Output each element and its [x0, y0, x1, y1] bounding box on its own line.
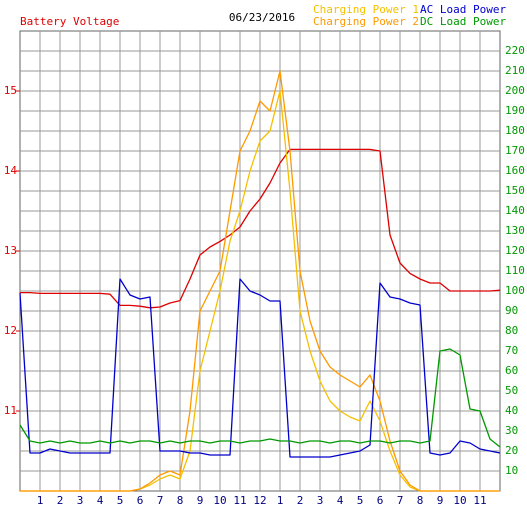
- x-tick-label: 4: [97, 494, 104, 507]
- y2-tick-label: 90: [505, 304, 518, 317]
- y2-tick-label: 210: [505, 64, 525, 77]
- x-tick-label: 2: [57, 494, 64, 507]
- x-tick-label: 2: [297, 494, 304, 507]
- x-tick-label: 3: [77, 494, 84, 507]
- y2-tick-label: 160: [505, 164, 525, 177]
- legend-entry: Charging Power 1: [313, 3, 419, 16]
- y2-tick-label: 200: [505, 84, 525, 97]
- y2-tick-label: 120: [505, 244, 525, 257]
- y-tick-label: 15: [4, 84, 17, 97]
- x-tick-label: 7: [397, 494, 404, 507]
- x-tick-label: 10: [213, 494, 226, 507]
- legend-entry: Battery Voltage: [20, 15, 119, 28]
- y2-tick-label: 170: [505, 144, 525, 157]
- x-tick-label: 8: [417, 494, 424, 507]
- x-tick-label: 9: [437, 494, 444, 507]
- y2-tick-label: 180: [505, 124, 525, 137]
- y2-tick-label: 190: [505, 104, 525, 117]
- chart-title: 06/23/2016: [229, 11, 295, 24]
- x-tick-label: 11: [233, 494, 246, 507]
- x-tick-label: 6: [137, 494, 144, 507]
- x-tick-label: 1: [277, 494, 284, 507]
- y-tick-label: 14: [4, 164, 18, 177]
- y2-tick-label: 50: [505, 384, 518, 397]
- y2-tick-label: 80: [505, 324, 518, 337]
- y2-tick-label: 60: [505, 364, 518, 377]
- x-tick-label: 8: [177, 494, 184, 507]
- legend-entry: DC Load Power: [420, 15, 506, 28]
- y2-tick-label: 30: [505, 424, 518, 437]
- x-tick-label: 11: [473, 494, 486, 507]
- y2-tick-label: 220: [505, 44, 525, 57]
- y2-tick-label: 20: [505, 444, 518, 457]
- x-tick-label: 5: [117, 494, 124, 507]
- x-tick-label: 7: [157, 494, 164, 507]
- x-tick-label: 1: [37, 494, 44, 507]
- series-line: [19, 278, 501, 458]
- legend-entry: Charging Power 2: [313, 15, 419, 28]
- x-tick-label: 12: [253, 494, 266, 507]
- y2-tick-label: 40: [505, 404, 518, 417]
- x-tick-label: 3: [317, 494, 324, 507]
- y2-tick-label: 110: [505, 264, 525, 277]
- y2-tick-label: 10: [505, 464, 518, 477]
- y-tick-label: 13: [4, 244, 17, 257]
- y2-tick-label: 100: [505, 284, 525, 297]
- x-tick-label: 6: [377, 494, 384, 507]
- y2-tick-label: 140: [505, 204, 525, 217]
- y-tick-label: 11: [4, 404, 17, 417]
- series-line: [20, 148, 501, 309]
- series-line: [19, 348, 501, 448]
- legend-entry: AC Load Power: [420, 3, 506, 16]
- y2-tick-label: 70: [505, 344, 518, 357]
- y2-tick-label: 150: [505, 184, 525, 197]
- x-tick-label: 9: [197, 494, 204, 507]
- y-tick-label: 12: [4, 324, 17, 337]
- x-tick-label: 10: [453, 494, 466, 507]
- series-line: [20, 70, 500, 492]
- x-tick-label: 4: [337, 494, 344, 507]
- x-tick-label: 5: [357, 494, 364, 507]
- y2-tick-label: 130: [505, 224, 525, 237]
